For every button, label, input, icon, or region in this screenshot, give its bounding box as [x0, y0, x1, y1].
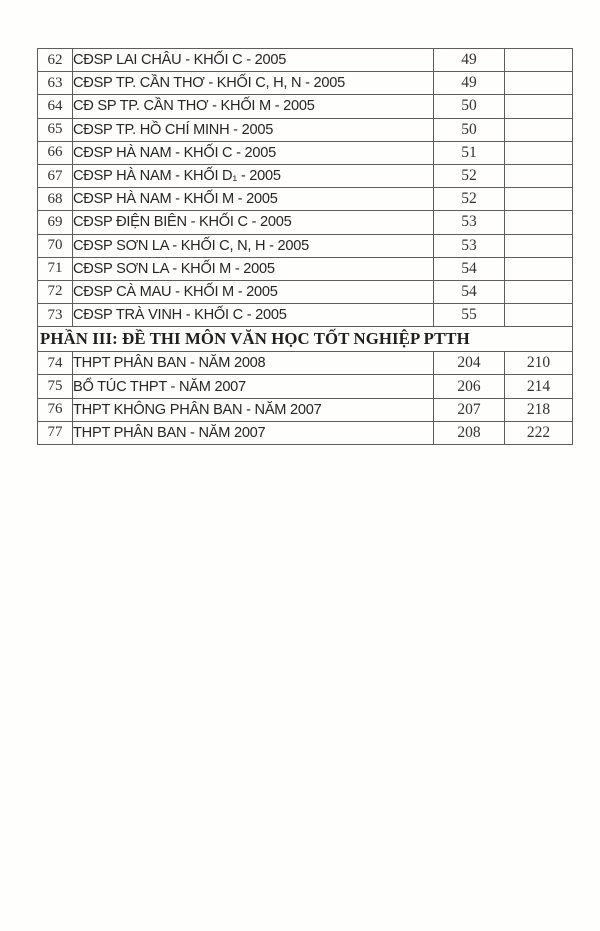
table-row: 71 CĐSP SƠN LA - KHỐI M - 2005 54 [37, 256, 573, 281]
entry-title: CĐSP TRÀ VINH - KHỐI C - 2005 [72, 303, 434, 328]
entry-page-primary: 50 [433, 94, 505, 119]
entry-title: THPT PHÂN BAN - NĂM 2008 [72, 351, 434, 376]
entry-page-primary: 54 [433, 279, 505, 305]
entry-page-primary: 52 [433, 187, 505, 212]
entry-number: 69 [37, 210, 73, 235]
entry-title: CĐSP TP. CẦN THƠ - KHỐI C, H, N - 2005 [72, 71, 434, 96]
entry-page-primary: 204 [433, 351, 505, 376]
entry-page-primary: 50 [433, 117, 505, 142]
entry-page-secondary [504, 256, 573, 281]
entry-page-primary: 49 [433, 47, 505, 73]
entry-page-secondary: 218 [504, 397, 573, 422]
entry-number: 75 [37, 374, 73, 399]
table-row: 72 CĐSP CÀ MAU - KHỐI M - 2005 54 [37, 279, 573, 305]
contents-table-body: 62 CĐSP LAI CHÂU - KHỐI C - 2005 49 63 C… [37, 47, 573, 446]
entry-number: 76 [37, 397, 73, 422]
entry-number: 66 [37, 140, 73, 165]
entry-page-secondary: 210 [504, 351, 573, 376]
entry-number: 67 [37, 163, 73, 189]
entry-number: 65 [37, 117, 73, 142]
entry-number: 70 [37, 233, 73, 258]
entry-page-primary: 52 [433, 163, 505, 189]
table-row: 70 CĐSP SƠN LA - KHỐI C, N, H - 2005 53 [37, 233, 573, 258]
entry-title: THPT KHÔNG PHÂN BAN - NĂM 2007 [72, 397, 434, 422]
table-row: 67 CĐSP HÀ NAM - KHỐI D₁ - 2005 52 [37, 163, 573, 189]
entry-title: CĐSP ĐIỆN BIÊN - KHỐI C - 2005 [72, 210, 434, 235]
entry-page-secondary [504, 117, 573, 142]
entry-title: CĐ SP TP. CẦN THƠ - KHỐI M - 2005 [72, 94, 434, 119]
entry-page-primary: 51 [433, 140, 505, 165]
entry-number: 71 [37, 256, 73, 281]
entry-number: 62 [37, 47, 73, 73]
table-row: 74 THPT PHÂN BAN - NĂM 2008 204 210 [37, 351, 573, 376]
table-row: 77 THPT PHÂN BAN - NĂM 2007 208 222 [37, 420, 573, 446]
entry-page-primary: 207 [433, 397, 505, 422]
entry-title: CĐSP SƠN LA - KHỐI C, N, H - 2005 [72, 233, 434, 258]
entry-title: CĐSP LAI CHÂU - KHỐI C - 2005 [72, 47, 434, 73]
entry-number: 63 [37, 71, 73, 96]
section-header-row: PHẦN III: ĐỀ THI MÔN VĂN HỌC TỐT NGHIỆP … [37, 326, 573, 353]
entry-number: 77 [37, 420, 73, 446]
table-row: 75 BỔ TÚC THPT - NĂM 2007 206 214 [37, 374, 573, 399]
entry-page-secondary [504, 187, 573, 212]
table-row: 66 CĐSP HÀ NAM - KHỐI C - 2005 51 [37, 140, 573, 165]
entry-number: 73 [37, 303, 73, 328]
entry-page-secondary: 222 [504, 420, 573, 446]
table-row: 76 THPT KHÔNG PHÂN BAN - NĂM 2007 207 21… [37, 397, 573, 422]
table-of-contents: 62 CĐSP LAI CHÂU - KHỐI C - 2005 49 63 C… [37, 47, 573, 446]
entry-title: BỔ TÚC THPT - NĂM 2007 [72, 374, 434, 399]
entry-title: CĐSP HÀ NAM - KHỐI D₁ - 2005 [72, 163, 434, 189]
entry-page-primary: 206 [433, 374, 505, 399]
entry-page-secondary: 214 [504, 374, 573, 399]
entry-page-secondary [504, 47, 573, 73]
entry-page-primary: 208 [433, 420, 505, 446]
entry-page-secondary [504, 233, 573, 258]
table-row: 69 CĐSP ĐIỆN BIÊN - KHỐI C - 2005 53 [37, 210, 573, 235]
entry-number: 64 [37, 94, 73, 119]
entry-page-primary: 54 [433, 256, 505, 281]
entry-number: 74 [37, 351, 73, 376]
entry-page-secondary [504, 279, 573, 305]
entry-page-primary: 49 [433, 71, 505, 96]
table-row: 68 CĐSP HÀ NAM - KHỐI M - 2005 52 [37, 187, 573, 212]
entry-title: CĐSP HÀ NAM - KHỐI C - 2005 [72, 140, 434, 165]
entry-page-primary: 53 [433, 233, 505, 258]
entry-title: CĐSP CÀ MAU - KHỐI M - 2005 [72, 279, 434, 305]
entry-page-secondary [504, 71, 573, 96]
entry-title: THPT PHÂN BAN - NĂM 2007 [72, 420, 434, 446]
table-row: 64 CĐ SP TP. CẦN THƠ - KHỐI M - 2005 50 [37, 94, 573, 119]
entry-number: 68 [37, 187, 73, 212]
table-row: 63 CĐSP TP. CẦN THƠ - KHỐI C, H, N - 200… [37, 71, 573, 96]
table-row: 65 CĐSP TP. HỒ CHÍ MINH - 2005 50 [37, 117, 573, 142]
entry-page-secondary [504, 303, 573, 328]
entry-page-primary: 53 [433, 210, 505, 235]
entry-title: CĐSP TP. HỒ CHÍ MINH - 2005 [72, 117, 434, 142]
entry-title: CĐSP SƠN LA - KHỐI M - 2005 [72, 256, 434, 281]
entry-page-secondary [504, 94, 573, 119]
table-row: 62 CĐSP LAI CHÂU - KHỐI C - 2005 49 [37, 47, 573, 73]
entry-page-secondary [504, 163, 573, 189]
section-header-title: PHẦN III: ĐỀ THI MÔN VĂN HỌC TỐT NGHIỆP … [37, 326, 573, 353]
entry-page-secondary [504, 210, 573, 235]
entry-title: CĐSP HÀ NAM - KHỐI M - 2005 [72, 187, 434, 212]
entry-number: 72 [37, 279, 73, 305]
entry-page-primary: 55 [433, 303, 505, 328]
table-row: 73 CĐSP TRÀ VINH - KHỐI C - 2005 55 [37, 303, 573, 328]
entry-page-secondary [504, 140, 573, 165]
